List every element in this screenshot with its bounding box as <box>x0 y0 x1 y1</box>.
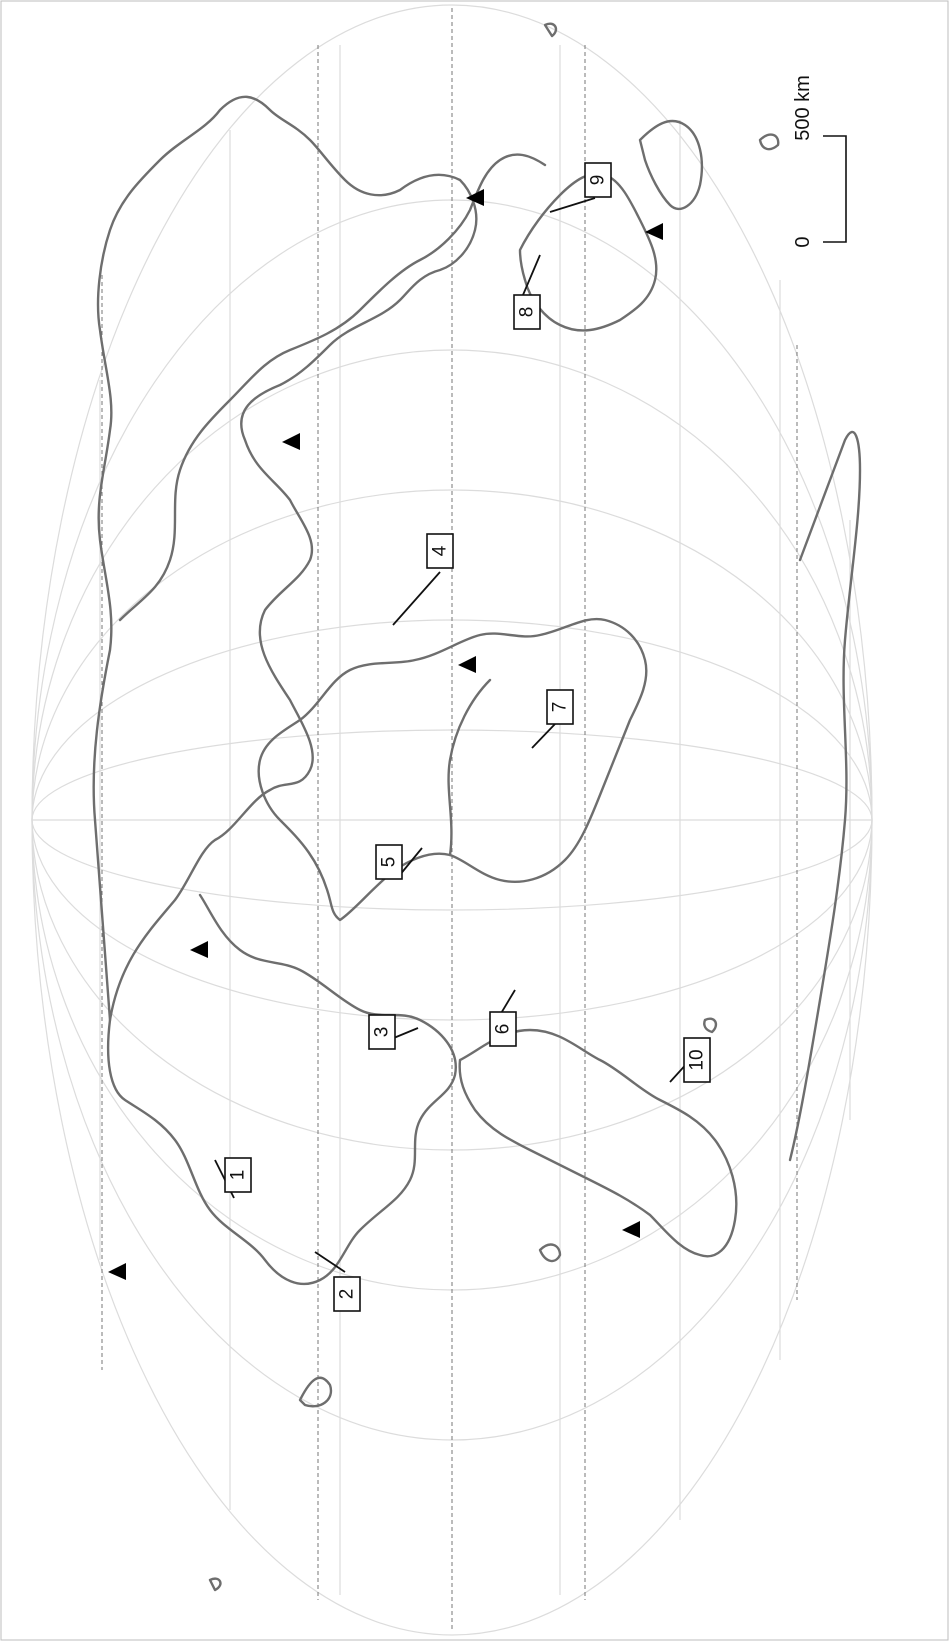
label-1: 1 <box>225 1158 251 1192</box>
label-7: 7 <box>547 690 573 724</box>
label-2-text: 2 <box>337 1289 358 1300</box>
scale-bar: 0 500 km <box>792 75 846 247</box>
label-6: 6 <box>490 1012 516 1046</box>
label-10-text: 10 <box>687 1049 708 1070</box>
landmass-north <box>94 97 477 1020</box>
landmass-southeast <box>640 121 702 209</box>
label-7-text: 7 <box>550 702 571 713</box>
label-9: 9 <box>585 163 611 197</box>
landmass-northwest <box>108 895 456 1284</box>
landmass-africa-inner <box>449 680 490 855</box>
black-triangle-icon <box>458 656 476 673</box>
coastlines <box>94 24 860 1590</box>
label-6-text: 6 <box>493 1024 514 1035</box>
label-8-text: 8 <box>517 307 538 318</box>
scale-bar-line <box>823 136 846 242</box>
label-3: 3 <box>369 1015 395 1049</box>
label-9-text: 9 <box>588 175 609 186</box>
black-triangle-icon <box>190 941 208 958</box>
black-triangle-icon <box>282 433 300 450</box>
scale-distance-label: 500 km <box>792 75 814 141</box>
landmass-east <box>120 155 545 620</box>
landmass-africa <box>259 619 647 920</box>
label-1-text: 1 <box>228 1170 249 1181</box>
label-boxes: 1 2 3 4 5 6 7 8 <box>225 163 710 1311</box>
label-4-text: 4 <box>430 545 451 556</box>
label-5-text: 5 <box>379 857 400 868</box>
label-3-text: 3 <box>372 1027 393 1038</box>
label-10: 10 <box>684 1038 710 1082</box>
label-5: 5 <box>376 845 402 879</box>
label-2: 2 <box>334 1277 360 1311</box>
label-8: 8 <box>514 295 540 329</box>
label-4: 4 <box>427 534 453 568</box>
black-triangle-icon <box>108 1263 126 1280</box>
black-triangle-icon <box>622 1221 640 1238</box>
scale-zero-label: 0 <box>792 236 814 247</box>
